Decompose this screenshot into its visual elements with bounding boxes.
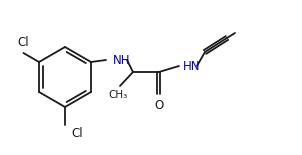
Text: NH: NH xyxy=(113,53,130,66)
Text: CH₃: CH₃ xyxy=(108,90,128,100)
Text: HN: HN xyxy=(183,60,201,73)
Text: Cl: Cl xyxy=(18,36,29,49)
Text: Cl: Cl xyxy=(71,127,83,140)
Text: O: O xyxy=(154,99,164,112)
